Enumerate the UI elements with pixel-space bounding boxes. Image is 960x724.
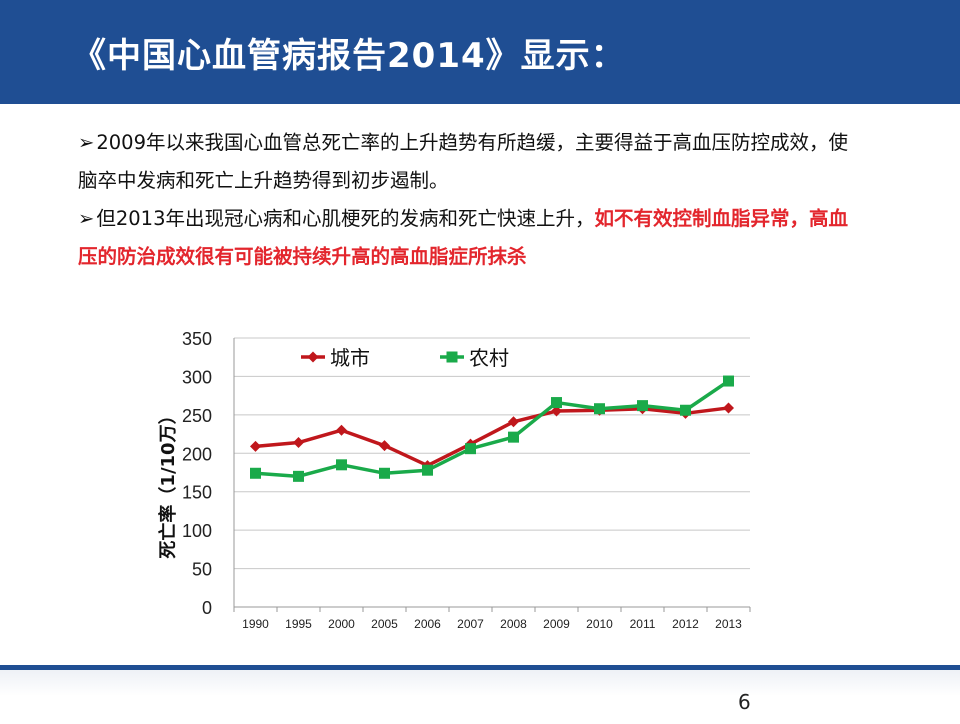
- page-number: 6: [738, 690, 751, 714]
- paragraph-2-text: 但2013年出现冠心病和心肌梗死的发病和死亡快速上升，: [96, 207, 595, 230]
- data-point-series-1: [250, 440, 261, 452]
- y-tick-label: 350: [182, 329, 212, 349]
- bullet-arrow-icon: ➢: [78, 131, 95, 154]
- data-point-series-1: [551, 405, 562, 417]
- paragraph-1: ➢ 2009年以来我国心血管总死亡率的上升趋势有所趋缓，主要得益于高血压防控成效，…: [78, 124, 848, 200]
- legend-label: 农村: [469, 346, 509, 370]
- data-point-series-1: [508, 416, 519, 428]
- y-tick-label: 100: [182, 521, 212, 541]
- legend-marker: [446, 351, 458, 363]
- series-line-1: [255, 406, 729, 468]
- data-point-series-2: [508, 431, 519, 443]
- x-tick-label: 1995: [285, 617, 312, 631]
- x-tick-label: 2013: [715, 617, 742, 631]
- y-tick-label: 200: [182, 444, 212, 464]
- data-point-series-2: [422, 464, 433, 476]
- y-tick-label: 50: [192, 560, 212, 580]
- x-tick-label: 2000: [328, 617, 355, 631]
- x-tick-label: 2007: [457, 617, 484, 631]
- legend-label: 城市: [330, 346, 370, 370]
- x-tick-label: 2012: [672, 617, 699, 631]
- x-tick-label: 2011: [630, 617, 656, 631]
- y-axis-title: 死亡率（1/10万）: [157, 406, 179, 558]
- data-point-series-2: [594, 403, 605, 415]
- series-line-2: [255, 379, 730, 479]
- data-point-series-1: [293, 437, 304, 449]
- footer-divider: [0, 665, 960, 670]
- y-tick-label: 0: [202, 598, 212, 618]
- data-point-series-1: [336, 424, 347, 436]
- data-point-series-2: [293, 470, 304, 482]
- data-point-series-1: [723, 402, 734, 414]
- footer-shade: [0, 670, 960, 696]
- x-tick-label: 2008: [500, 617, 527, 631]
- x-tick-label: 2006: [414, 617, 441, 631]
- paragraph-1-text: 2009年以来我国心血管总死亡率的上升趋势有所趋缓，主要得益于高血压防控成效，使…: [78, 131, 848, 192]
- x-tick-label: 2005: [371, 617, 398, 631]
- data-point-series-2: [680, 404, 691, 416]
- title-bar: 《中国心血管病报告2014》显示：: [0, 0, 960, 104]
- data-point-series-2: [465, 443, 476, 455]
- data-point-series-1: [379, 440, 390, 452]
- data-point-series-2: [379, 467, 390, 479]
- y-tick-label: 300: [182, 367, 212, 387]
- paragraph-2: ➢ 但2013年出现冠心病和心肌梗死的发病和死亡快速上升，如不有效控制血脂异常，高…: [78, 200, 848, 276]
- paragraph-2-highlight: 如不有效控制血脂异常，高血压的防治成效很有可能被持续升高的高血脂症所抹杀: [78, 207, 848, 268]
- data-point-series-2: [250, 467, 261, 479]
- body-text: ➢ 2009年以来我国心血管总死亡率的上升趋势有所趋缓，主要得益于高血压防控成效，…: [78, 124, 848, 276]
- x-tick-label: 2009: [543, 617, 570, 631]
- data-point-series-2: [336, 459, 347, 471]
- y-tick-label: 150: [182, 483, 212, 503]
- data-point-series-2: [637, 400, 648, 412]
- x-tick-label: 1990: [242, 617, 269, 631]
- bullet-arrow-icon: ➢: [78, 207, 95, 230]
- slide-title: 《中国心血管病报告2014》显示：: [72, 36, 626, 76]
- legend-marker: [307, 351, 319, 363]
- y-tick-label: 250: [182, 406, 212, 426]
- x-tick-label: 2010: [586, 617, 613, 631]
- data-point-series-2: [723, 375, 734, 387]
- data-point-series-2: [551, 397, 562, 409]
